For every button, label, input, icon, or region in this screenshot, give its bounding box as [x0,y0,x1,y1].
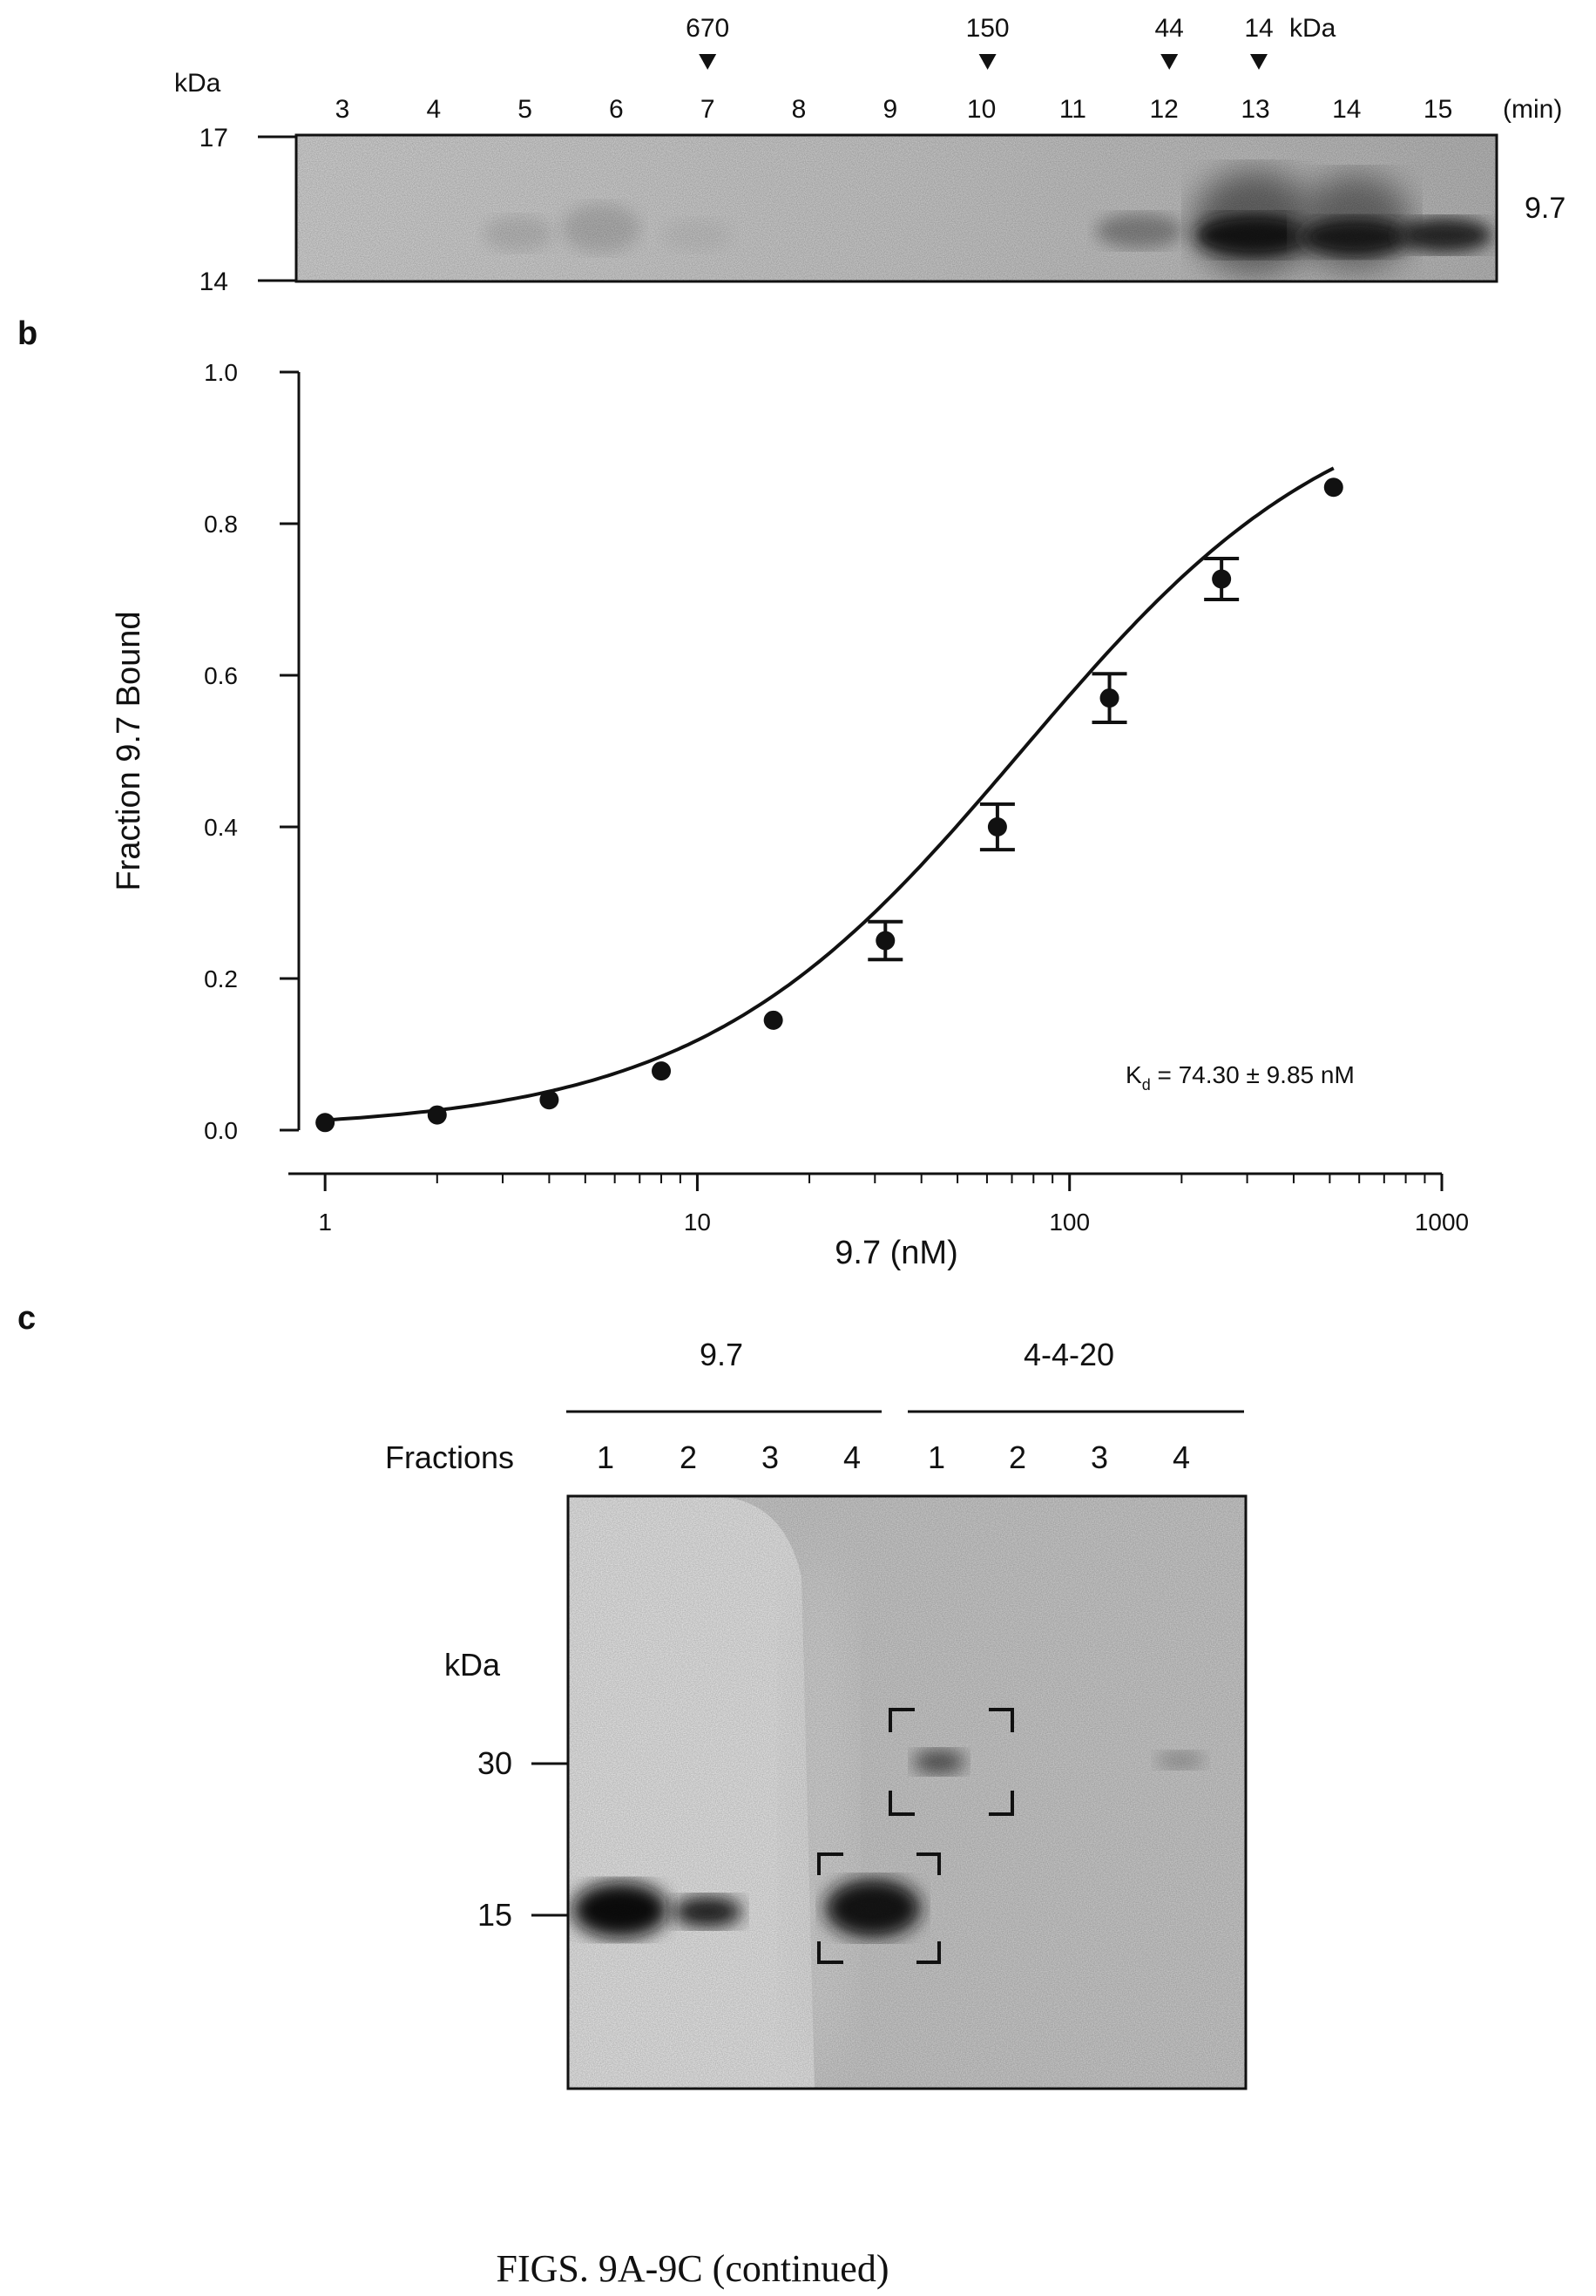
group-label-9-7: 9.7 [700,1337,743,1372]
fractions-label: Fractions [385,1439,514,1475]
lane-label: 2 [1009,1439,1026,1475]
time-label: 3 [335,95,350,124]
lane-label: 1 [597,1439,614,1475]
lane-label: 3 [1091,1439,1108,1475]
size-marker-label: 670 [686,14,729,43]
lane-label: 4 [843,1439,861,1475]
x-tick-label: 100 [1049,1209,1090,1236]
time-label: 7 [700,95,715,124]
size-marker-arrow [1160,54,1179,70]
kd-annotation: Kd = 74.30 ± 9.85 nM [1126,1061,1355,1094]
gel-strip [296,135,1497,281]
gel-strip-border [294,133,1498,283]
data-point [876,931,896,951]
data-point [1099,688,1119,708]
data-point [1212,569,1232,589]
panel-a: kDa (min) kDa 670 150 44 14 3 4 5 6 7 8 9 10 11 12 13… [0,0,1596,305]
time-label: 12 [1150,95,1179,124]
gel-border [566,1494,1248,2090]
data-point [1323,477,1343,498]
highlight-bracket-15 [817,1852,941,1964]
time-label: 4 [426,95,441,124]
x-tick-label: 1 [318,1209,332,1236]
x-tick-label: 10 [684,1209,711,1236]
chart-axes: 0.0 0.2 0.4 0.6 0.8 1.0 1 10 100 1000 [204,359,1469,1236]
mw-label-30: 30 [477,1745,512,1781]
mw-label-15: 15 [477,1897,512,1933]
data-point [539,1090,559,1110]
data-point [315,1113,335,1133]
y-axis-label: Fraction 9.7 Bound [111,611,147,891]
lane-labels: 1 2 3 4 1 2 3 4 [597,1439,1190,1475]
lane-label: 1 [928,1439,945,1475]
y-tick-label: 0.4 [204,814,238,841]
time-label: 10 [967,95,996,124]
binding-curve-chart: b 0.0 0.2 0.4 0.6 0.8 1.0 1 10 100 1000 Fraction … [17,315,1469,1271]
time-labels: 3 4 5 6 7 8 9 10 11 12 13 14 15 [335,95,1453,124]
y-tick-label: 0.2 [204,965,238,992]
y-tick-label: 0.8 [204,511,238,538]
panel-a-markers-unit: kDa [1289,14,1336,43]
data-point [427,1105,447,1125]
panel-c-kda-label: kDa [444,1647,501,1683]
data-point [652,1061,672,1081]
x-axis-label: 9.7 (nM) [835,1235,957,1271]
y-tick-label: 0.6 [204,662,238,689]
gel-image [568,1496,1246,2089]
size-marker-label: 150 [966,14,1010,43]
y-tick-label: 1.0 [204,359,238,386]
group-label-4-4-20: 4-4-20 [1024,1337,1114,1372]
data-points [315,477,1343,1133]
panel-c-label: c [17,1300,36,1337]
panel-a-kda-label: kDa [174,69,221,98]
size-marker-arrow [699,54,717,70]
mw-label-14: 14 [200,268,228,296]
figure-caption: FIGS. 9A-9C (continued) [496,2247,889,2290]
panel-b-label: b [17,315,37,352]
lane-label: 4 [1173,1439,1190,1475]
fit-curve [325,466,1335,1122]
size-marker-arrow [1250,54,1268,70]
panel-b: b 0.0 0.2 0.4 0.6 0.8 1.0 1 10 100 1000 Fraction … [0,305,1596,1290]
lane-label: 2 [680,1439,697,1475]
size-marker-arrow [978,54,997,70]
x-tick-label: 1000 [1415,1209,1469,1236]
highlight-bracket-30 [889,1708,1014,1816]
size-markers: 670 150 44 14 [686,14,1274,70]
size-marker-label: 44 [1155,14,1184,43]
y-tick-label: 0.0 [204,1117,238,1144]
time-label: 6 [609,95,624,124]
time-label: 5 [517,95,532,124]
time-label: 11 [1059,95,1086,124]
panel-a-protein-label: 9.7 [1525,192,1566,225]
panel-c: c 9.7 4-4-20 Fractions 1 2 3 4 1 2 3 4 kDa 30 1… [0,1290,1596,2117]
mw-label-17: 17 [200,124,228,152]
panel-a-min-label: (min) [1503,95,1562,124]
data-point [763,1010,783,1030]
data-point [987,817,1007,836]
time-label: 15 [1424,95,1452,124]
lane-label: 3 [761,1439,779,1475]
time-label: 9 [883,95,897,124]
time-label: 8 [792,95,807,124]
time-label: 14 [1332,95,1361,124]
panel-c-svg: c 9.7 4-4-20 Fractions 1 2 3 4 1 2 3 4 kDa 30 1… [17,1300,1248,2090]
time-label: 13 [1241,95,1269,124]
panel-a-svg: kDa (min) kDa 670 150 44 14 3 4 5 6 7 8 9 10 11 12 13… [174,14,1566,296]
size-marker-label: 14 [1244,14,1273,43]
